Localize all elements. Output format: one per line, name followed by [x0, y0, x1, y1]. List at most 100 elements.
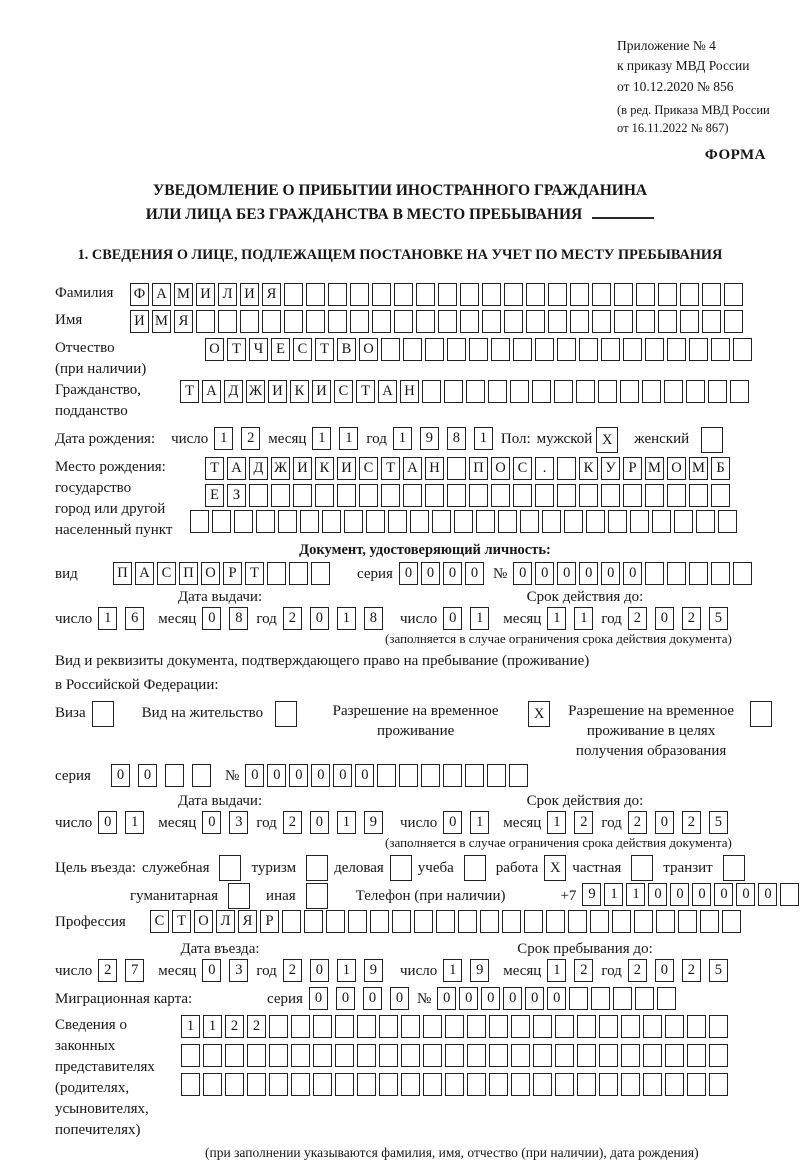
form-cell[interactable]	[165, 764, 184, 787]
form-cell[interactable]	[181, 1044, 200, 1067]
form-cell[interactable]	[335, 1015, 354, 1038]
form-cell[interactable]	[467, 1044, 486, 1067]
form-cell[interactable]	[533, 1015, 552, 1038]
form-cell[interactable]: Е	[205, 483, 224, 507]
form-cell[interactable]	[613, 987, 633, 1010]
form-cell[interactable]	[533, 1044, 552, 1067]
form-cell[interactable]	[315, 483, 334, 507]
form-cell[interactable]	[278, 510, 297, 533]
form-cell[interactable]	[447, 338, 466, 361]
form-cell[interactable]: 1	[470, 811, 490, 834]
form-cell[interactable]: 2	[574, 811, 594, 834]
form-cell[interactable]: 1	[181, 1015, 200, 1038]
form-cell[interactable]	[337, 483, 356, 507]
form-cell[interactable]: Ж	[271, 457, 290, 480]
form-cell[interactable]	[533, 1073, 552, 1096]
form-cell[interactable]	[247, 1073, 266, 1096]
form-cell[interactable]: 0	[202, 607, 222, 630]
form-cell[interactable]	[665, 1044, 684, 1067]
form-cell[interactable]	[416, 283, 435, 306]
form-cell[interactable]	[555, 1015, 574, 1038]
form-cell[interactable]	[579, 483, 598, 507]
form-cell[interactable]	[335, 1044, 354, 1067]
birth-place-row3-cells[interactable]	[190, 510, 740, 533]
form-cell[interactable]	[520, 510, 539, 533]
form-cell[interactable]: Р	[623, 457, 642, 480]
form-cell[interactable]	[225, 1044, 244, 1067]
form-cell[interactable]	[635, 987, 655, 1010]
form-cell[interactable]	[313, 1044, 332, 1067]
form-cell[interactable]	[403, 483, 422, 507]
form-cell[interactable]: Ж	[246, 380, 265, 403]
form-cell[interactable]	[445, 1073, 464, 1096]
form-cell[interactable]: 1	[547, 811, 567, 834]
purpose-other-checkbox[interactable]	[305, 883, 328, 909]
form-cell[interactable]	[410, 510, 429, 533]
form-cell[interactable]: Л	[216, 910, 235, 933]
form-cell[interactable]	[678, 910, 697, 933]
form-cell[interactable]: С	[359, 457, 378, 480]
form-cell[interactable]	[350, 310, 369, 333]
form-cell[interactable]: Т	[381, 457, 400, 480]
form-cell[interactable]: Л	[218, 283, 237, 306]
form-cell[interactable]: 0	[459, 987, 479, 1010]
form-cell[interactable]: X	[596, 427, 619, 453]
form-cell[interactable]: Т	[356, 380, 375, 403]
form-cell[interactable]: И	[293, 457, 312, 480]
form-cell[interactable]	[722, 855, 745, 881]
form-cell[interactable]	[601, 338, 620, 361]
form-cell[interactable]	[696, 510, 715, 533]
form-cell[interactable]	[313, 1015, 332, 1038]
form-cell[interactable]: Я	[174, 310, 193, 333]
form-cell[interactable]: С	[513, 457, 532, 480]
form-cell[interactable]: 0	[654, 607, 674, 630]
form-cell[interactable]	[576, 380, 595, 403]
form-cell[interactable]	[377, 764, 397, 787]
form-cell[interactable]	[366, 510, 385, 533]
form-cell[interactable]: К	[290, 380, 309, 403]
form-cell[interactable]	[370, 910, 389, 933]
form-cell[interactable]: 1	[336, 959, 356, 982]
form-cell[interactable]	[348, 910, 367, 933]
form-cell[interactable]	[599, 1015, 618, 1038]
form-cell[interactable]: 0	[601, 562, 621, 585]
form-cell[interactable]	[577, 1044, 596, 1067]
form-cell[interactable]	[465, 764, 485, 787]
form-cell[interactable]	[722, 910, 741, 933]
form-cell[interactable]: М	[689, 457, 708, 480]
form-cell[interactable]	[535, 338, 554, 361]
form-cell[interactable]: О	[359, 338, 378, 361]
visa-checkbox[interactable]	[91, 701, 114, 727]
form-cell[interactable]	[621, 1044, 640, 1067]
form-cell[interactable]	[372, 310, 391, 333]
form-cell[interactable]: 0	[309, 811, 329, 834]
form-cell[interactable]	[511, 1044, 530, 1067]
form-cell[interactable]	[554, 380, 573, 403]
form-cell[interactable]	[476, 510, 495, 533]
form-cell[interactable]: Т	[315, 338, 334, 361]
form-cell[interactable]: 5	[708, 811, 728, 834]
form-cell[interactable]	[680, 310, 699, 333]
form-cell[interactable]	[614, 310, 633, 333]
form-cell[interactable]	[630, 510, 649, 533]
form-cell[interactable]	[489, 1044, 508, 1067]
form-cell[interactable]	[240, 310, 259, 333]
form-cell[interactable]	[730, 380, 749, 403]
form-cell[interactable]	[504, 283, 523, 306]
form-cell[interactable]: 1	[574, 607, 594, 630]
form-cell[interactable]	[577, 1073, 596, 1096]
form-cell[interactable]	[326, 910, 345, 933]
form-cell[interactable]: 0	[464, 562, 484, 585]
form-cell[interactable]	[443, 764, 463, 787]
form-cell[interactable]	[445, 1044, 464, 1067]
form-cell[interactable]	[645, 483, 664, 507]
